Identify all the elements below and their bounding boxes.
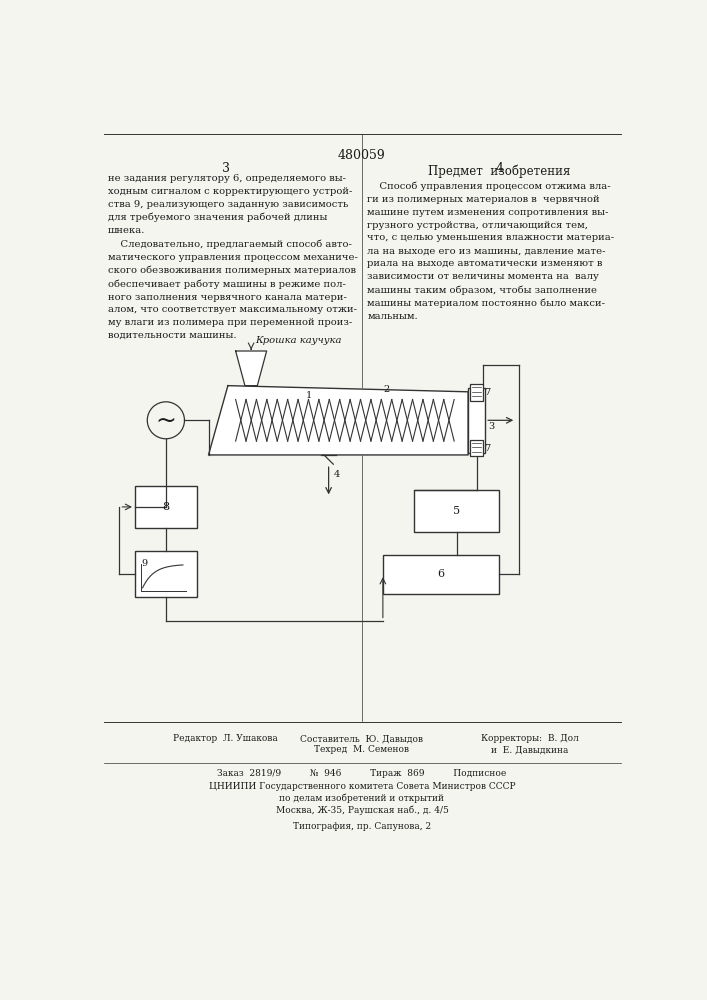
- Bar: [135, 551, 197, 597]
- Text: ЦНИИПИ Государственного комитета Совета Министров СССР: ЦНИИПИ Государственного комитета Совета …: [209, 782, 515, 791]
- Text: 2: 2: [384, 385, 390, 394]
- Text: Способ управления процессом отжима вла-
ги из полимерных материалов в  червячной: Способ управления процессом отжима вла- …: [368, 182, 614, 321]
- Text: 1: 1: [306, 391, 312, 400]
- Text: не задания регулятору 6, определяемого вы-
ходным сигналом с корректирующего уст: не задания регулятору 6, определяемого в…: [107, 174, 358, 340]
- Text: 3: 3: [489, 422, 494, 431]
- Bar: [414, 490, 499, 532]
- Polygon shape: [235, 351, 267, 386]
- Text: Техред  М. Семенов: Техред М. Семенов: [315, 745, 409, 754]
- Text: 8: 8: [163, 502, 170, 512]
- Bar: [135, 486, 197, 528]
- Polygon shape: [209, 386, 468, 455]
- Text: Корректоры:  В. Дол: Корректоры: В. Дол: [481, 734, 579, 743]
- Text: Заказ  2819/9          №  946          Тираж  869          Подписное: Заказ 2819/9 № 946 Тираж 869 Подписное: [217, 769, 507, 778]
- Text: ~: ~: [156, 408, 176, 432]
- Text: 480059: 480059: [338, 149, 386, 162]
- Text: 4: 4: [495, 162, 503, 175]
- Text: Москва, Ж-35, Раушская наб., д. 4/5: Москва, Ж-35, Раушская наб., д. 4/5: [276, 805, 448, 815]
- Text: Крошка каучука: Крошка каучука: [255, 336, 341, 345]
- Text: Типография, пр. Сапунова, 2: Типография, пр. Сапунова, 2: [293, 822, 431, 831]
- Bar: [383, 555, 499, 594]
- Text: 9: 9: [141, 559, 147, 568]
- Text: 5: 5: [453, 506, 460, 516]
- Text: Редактор  Л. Ушакова: Редактор Л. Ушакова: [173, 734, 278, 743]
- Bar: [470, 384, 483, 401]
- Text: по делам изобретений и открытий: по делам изобретений и открытий: [279, 794, 445, 803]
- Text: 6: 6: [438, 569, 445, 579]
- Text: Предмет  изобретения: Предмет изобретения: [428, 165, 571, 178]
- Text: 7: 7: [484, 388, 491, 397]
- Text: 7: 7: [484, 444, 491, 453]
- Text: 4: 4: [334, 470, 340, 479]
- Bar: [470, 440, 483, 456]
- Text: и  Е. Давыдкина: и Е. Давыдкина: [491, 745, 569, 754]
- Text: Составитель  Ю. Давыдов: Составитель Ю. Давыдов: [300, 734, 423, 743]
- Text: 3: 3: [221, 162, 230, 175]
- Bar: [468, 388, 485, 453]
